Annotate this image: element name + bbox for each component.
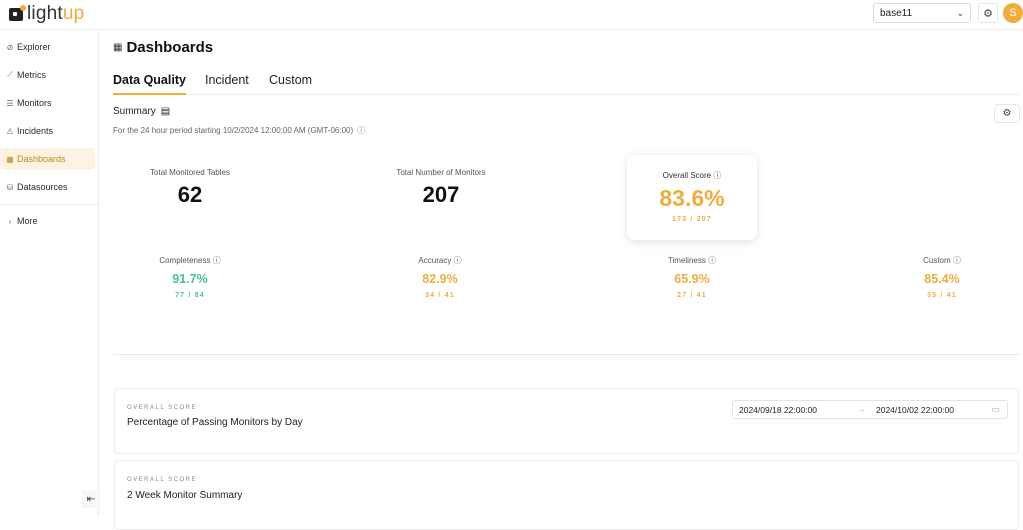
workspace-select[interactable]: base11 ⌄ bbox=[873, 3, 971, 23]
summary-period: For the 24 hour period starting 10/2/202… bbox=[113, 126, 366, 135]
sidebar-item-datasources[interactable]: ⛁ Datasources bbox=[6, 182, 68, 192]
grid-icon: ▦ bbox=[6, 154, 14, 164]
workspace-value: base11 bbox=[880, 7, 913, 19]
gear-icon: ⚙ bbox=[983, 7, 993, 20]
metric-accuracy: Accuracy ⓘ 82.9% 34 / 41 bbox=[418, 256, 462, 299]
chevron-down-icon: ⌄ bbox=[956, 7, 964, 18]
database-icon: ⛁ bbox=[6, 182, 14, 192]
info-icon[interactable]: ⓘ bbox=[713, 171, 722, 180]
info-icon[interactable]: ⓘ bbox=[708, 256, 717, 265]
tab-custom[interactable]: Custom bbox=[269, 73, 313, 87]
metric-completeness: Completeness ⓘ 91.7% 77 / 84 bbox=[159, 256, 221, 299]
info-icon[interactable]: ⓘ bbox=[357, 126, 366, 135]
logo-icon bbox=[9, 4, 26, 21]
metric-custom: Custom ⓘ 85.4% 35 / 41 bbox=[923, 256, 961, 299]
list-icon: ☰ bbox=[6, 98, 14, 108]
metric-timeliness: Timeliness ⓘ 65.9% 27 / 41 bbox=[667, 256, 717, 299]
summary-settings-button[interactable]: ⚙ bbox=[994, 104, 1020, 123]
sidebar-item-dashboards[interactable]: ▦ Dashboards bbox=[0, 148, 95, 170]
sidebar-divider bbox=[0, 204, 98, 205]
arrow-right-icon: → bbox=[857, 404, 866, 414]
sidebar-item-more[interactable]: › More bbox=[0, 210, 95, 232]
settings-button[interactable]: ⚙ bbox=[978, 3, 998, 23]
tab-incident[interactable]: Incident bbox=[205, 73, 249, 87]
chevron-right-icon: › bbox=[8, 216, 12, 226]
info-icon[interactable]: ⓘ bbox=[952, 256, 961, 265]
sidebar-item-monitors[interactable]: ☰ Monitors bbox=[6, 98, 52, 108]
lightup-logo[interactable]: lightup bbox=[9, 4, 84, 24]
compass-icon: ⊘ bbox=[6, 42, 14, 52]
date-range-picker[interactable]: 2024/09/18 22:00:00 → 2024/10/02 22:00:0… bbox=[732, 400, 1008, 419]
line-chart-icon: ⟋ bbox=[7, 70, 13, 79]
passing-monitors-panel: OVERALL SCORE Percentage of Passing Moni… bbox=[114, 388, 1019, 454]
date-from-input[interactable]: 2024/09/18 22:00:00 bbox=[739, 405, 817, 415]
info-icon[interactable]: ⓘ bbox=[453, 256, 462, 265]
table-icon[interactable]: ▤ bbox=[160, 106, 171, 117]
warning-icon: ⚠ bbox=[6, 126, 14, 136]
main-content: ▦ Dashboards Data Quality Incident Custo… bbox=[100, 31, 1023, 530]
sidebar-item-explorer[interactable]: ⊘ Explorer bbox=[6, 42, 51, 52]
top-bar: lightup base11 ⌄ ⚙ S bbox=[0, 0, 1023, 30]
sidebar-item-metrics[interactable]: ⟋ Metrics bbox=[0, 64, 95, 86]
total-monitored-tables: Total Monitored Tables 62 bbox=[150, 168, 230, 207]
total-number-of-monitors: Total Number of Monitors 207 bbox=[396, 168, 486, 207]
sidebar: ⊘ Explorer ⟋ Metrics ☰ Monitors ⚠ Incide… bbox=[0, 31, 100, 516]
date-to-input[interactable]: 2024/10/02 22:00:00 bbox=[876, 405, 954, 415]
page-title: ▦ Dashboards bbox=[113, 39, 214, 56]
summary-heading: Summary ▤ bbox=[113, 106, 171, 117]
user-avatar[interactable]: S bbox=[1003, 3, 1023, 23]
info-icon[interactable]: ⓘ bbox=[212, 256, 221, 265]
calendar-icon[interactable]: ▭ bbox=[991, 404, 1000, 414]
gear-icon: ⚙ bbox=[1002, 108, 1012, 119]
sidebar-item-incidents[interactable]: ⚠ Incidents bbox=[6, 126, 54, 136]
overall-score-fraction: 173 / 207 bbox=[672, 216, 712, 223]
grid-icon: ▦ bbox=[113, 42, 123, 53]
tab-bar: Data Quality Incident Custom bbox=[113, 73, 1019, 95]
section-divider bbox=[113, 354, 1019, 355]
overall-score-card: Overall Score ⓘ 83.6% 173 / 207 bbox=[627, 155, 757, 240]
tab-data-quality[interactable]: Data Quality bbox=[113, 73, 186, 95]
overall-score-value: 83.6% bbox=[659, 185, 725, 211]
monitor-summary-panel: OVERALL SCORE 2 Week Monitor Summary bbox=[114, 460, 1019, 530]
collapse-icon: ⇤ bbox=[86, 493, 96, 505]
collapse-sidebar-button[interactable]: ⇤ bbox=[82, 490, 100, 508]
